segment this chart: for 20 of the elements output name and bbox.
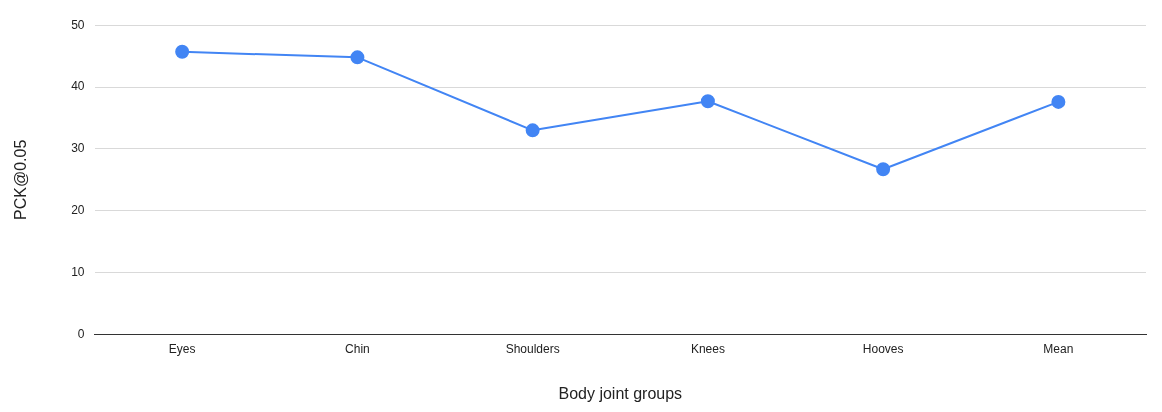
y-tick-label: 20 [71, 203, 85, 218]
y-tick-label: 0 [77, 326, 85, 341]
x-axis-title: Body joint groups [558, 384, 683, 402]
point [350, 50, 365, 65]
x-tick-label: Mean [1043, 341, 1074, 356]
y-axis-title: PCK@0.05 [12, 139, 30, 220]
y-tick-label: 30 [71, 141, 85, 156]
point [1051, 94, 1066, 109]
y-tick-label: 40 [71, 79, 85, 94]
y-tick-label: 50 [71, 17, 85, 32]
x-tick-label: Shoulders [505, 341, 560, 356]
x-tick-label: Knees [690, 341, 725, 356]
x-tick-label: Hooves [862, 341, 904, 356]
point [525, 123, 540, 138]
point [876, 162, 891, 177]
x-tick-label: Chin [345, 341, 370, 356]
point [175, 44, 190, 59]
point [700, 94, 715, 109]
x-tick-label: Eyes [168, 341, 196, 356]
y-tick-label: 10 [71, 264, 85, 279]
